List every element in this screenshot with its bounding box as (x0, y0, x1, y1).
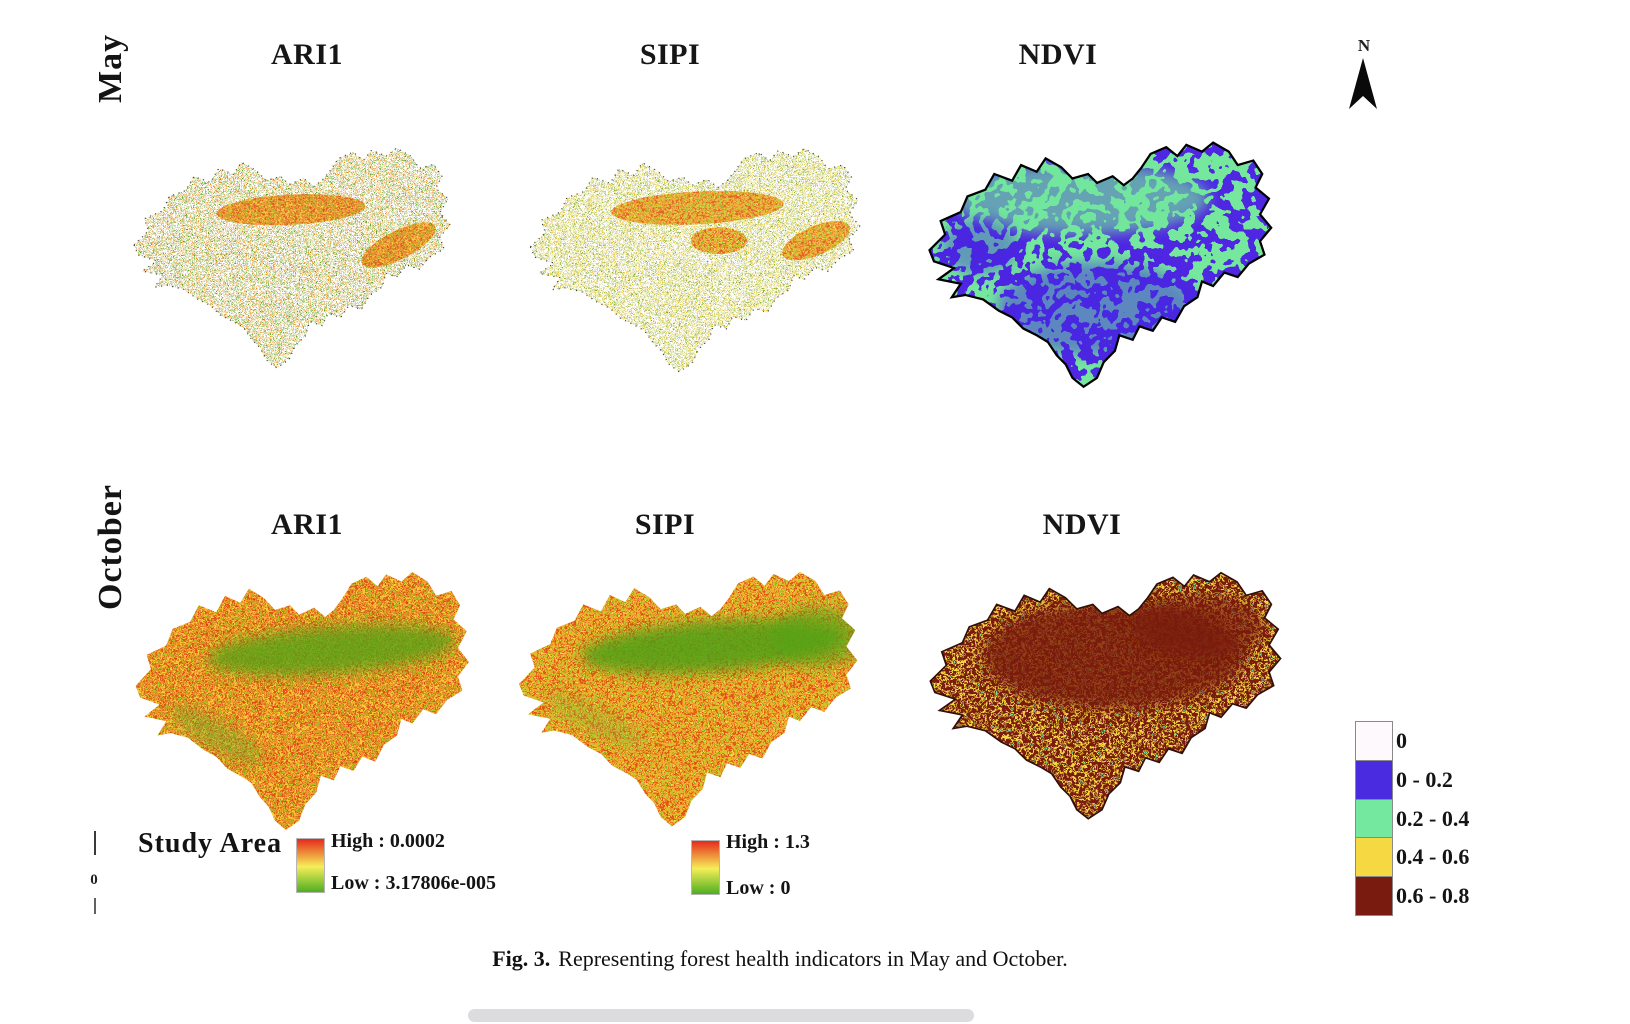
sipi-legend-high: High : 1.3 (726, 831, 810, 853)
ndvi-legend-row: 0.6 - 0.8 (1355, 876, 1470, 916)
ndvi-legend-row: 0.4 - 0.6 (1355, 837, 1470, 878)
ndvi-label-2: 0.2 - 0.4 (1396, 805, 1470, 831)
panel-title-may-sipi: SIPI (639, 38, 701, 71)
scale-bar-tick-bottom (94, 898, 96, 914)
ari1-legend-high: High : 0.0002 (331, 830, 445, 852)
north-label: N (1357, 36, 1371, 55)
panel-title-oct-ndvi: NDVI (1042, 508, 1122, 541)
map-oct-sipi (519, 571, 858, 827)
figure-caption: Fig. 3. Representing forest health indica… (0, 946, 1560, 972)
ndvi-legend-row: 0.2 - 0.4 (1355, 798, 1470, 839)
panel-title-may-ndvi: NDVI (1018, 38, 1098, 71)
ndvi-swatch-3 (1355, 837, 1393, 878)
panel-title-may-ari1: ARI1 (270, 38, 343, 71)
panel-title-oct-sipi: SIPI (634, 508, 696, 541)
ndvi-swatch-1 (1355, 759, 1393, 800)
ndvi-swatch-2 (1355, 798, 1393, 839)
map-may-sipi (529, 147, 861, 373)
ndvi-label-3: 0.4 - 0.6 (1396, 844, 1470, 870)
ndvi-legend: 0 0 - 0.2 0.2 - 0.4 0.4 - 0.6 0.6 - 0.8 (1355, 721, 1470, 916)
ndvi-label-4: 0.6 - 0.8 (1396, 883, 1470, 909)
study-area-label: Study Area (138, 828, 283, 859)
map-oct-ari1 (135, 572, 469, 831)
figure-caption-tag: Fig. 3. (492, 946, 551, 971)
ndvi-legend-row: 0 (1355, 721, 1469, 761)
sipi-legend-gradient (691, 840, 720, 895)
ari1-legend-low: Low : 3.17806e-005 (331, 872, 496, 894)
map-oct-ndvi (929, 571, 1282, 820)
scale-bar-zero: 0 (90, 872, 98, 888)
bottom-gray-bar (468, 1009, 974, 1022)
figure-caption-text: Representing forest health indicators in… (558, 946, 1068, 971)
map-may-ari1 (133, 147, 451, 369)
map-may-ndvi (928, 141, 1273, 388)
ndvi-label-1: 0 - 0.2 (1396, 766, 1453, 792)
panel-title-oct-ari1: ARI1 (270, 508, 343, 541)
scale-bar-tick-top (94, 831, 96, 855)
north-arrow-icon (1346, 57, 1380, 113)
row-label-may: May (92, 33, 129, 103)
ndvi-swatch-4 (1355, 876, 1393, 916)
ndvi-swatch-0 (1355, 721, 1393, 761)
ndvi-legend-row: 0 - 0.2 (1355, 759, 1469, 800)
sipi-legend-low: Low : 0 (726, 877, 791, 899)
ndvi-label-0: 0 (1396, 728, 1407, 753)
ari1-legend-gradient (296, 838, 325, 893)
